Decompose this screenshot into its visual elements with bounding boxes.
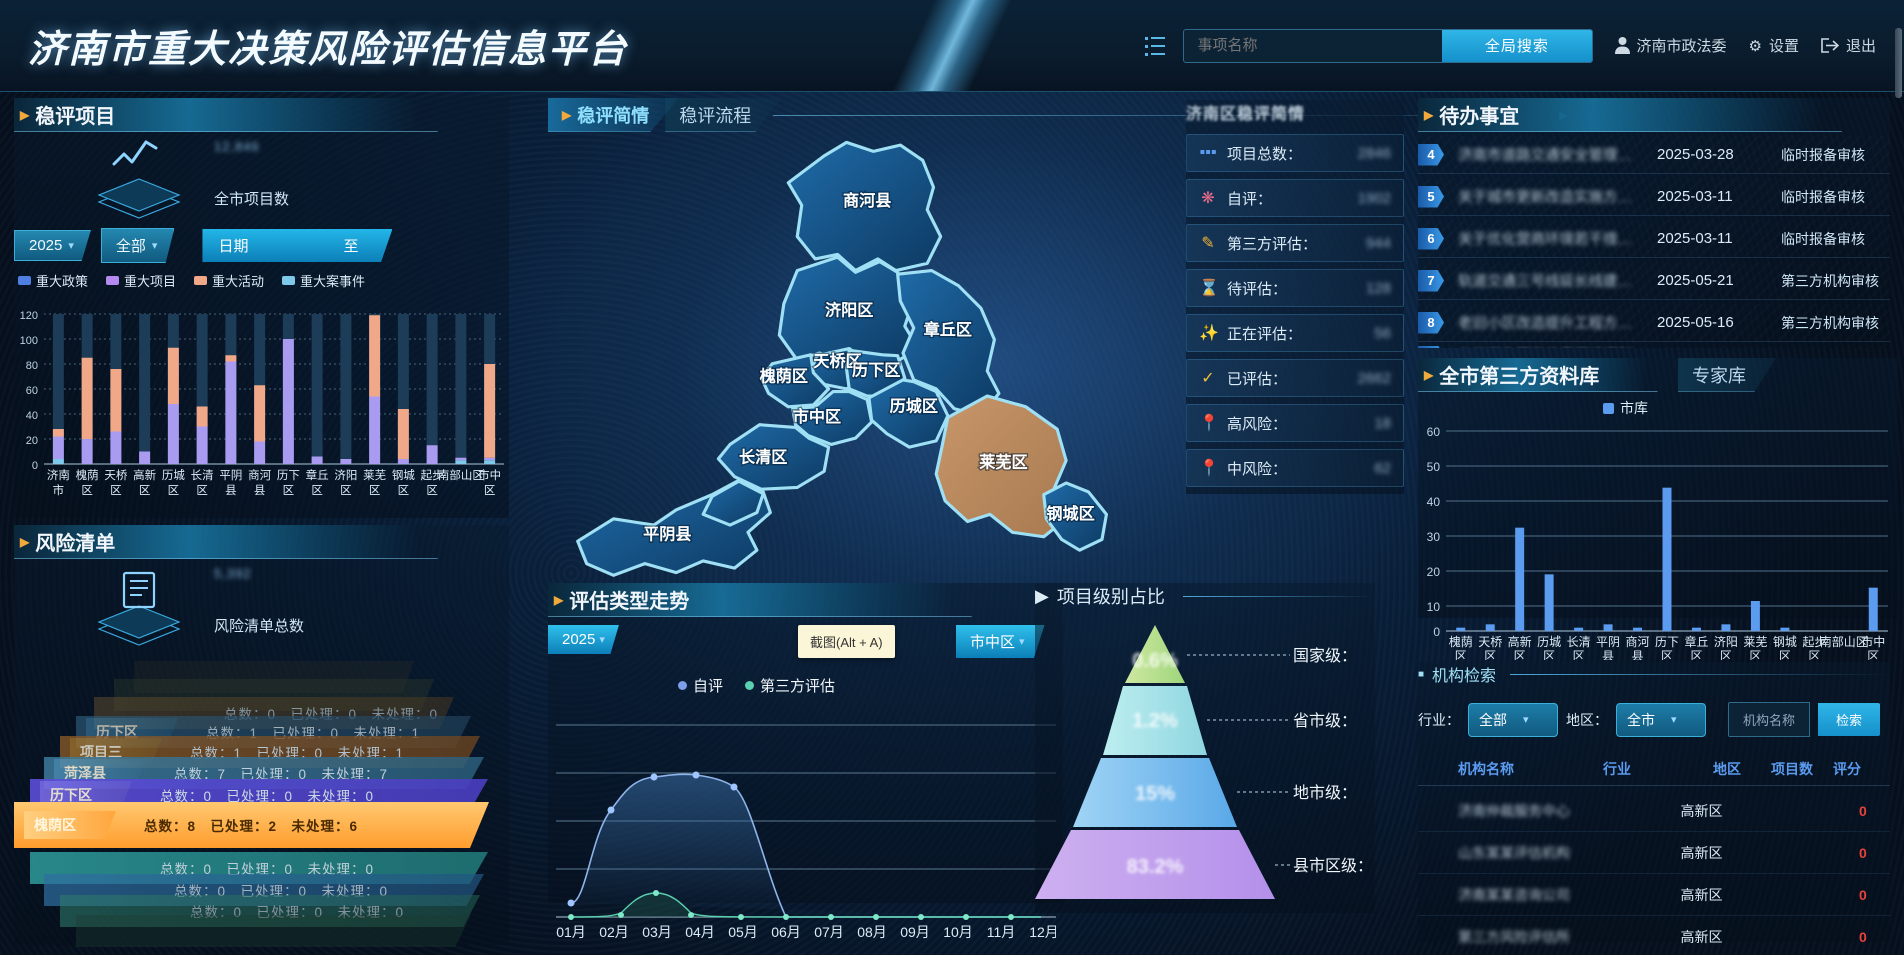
svg-text:章丘区: 章丘区	[306, 468, 329, 497]
svg-text:天桥区: 天桥区	[1478, 635, 1502, 660]
svg-text:120: 120	[20, 310, 38, 322]
svg-text:长清区: 长清区	[191, 469, 214, 497]
svg-text:商河县: 商河县	[248, 468, 271, 497]
svg-text:10: 10	[1427, 600, 1441, 614]
svg-text:04月: 04月	[685, 924, 715, 940]
svg-text:南部山区: 南部山区	[438, 468, 484, 482]
svg-text:商河县: 商河县	[843, 191, 891, 210]
svg-text:天桥区: 天桥区	[104, 469, 127, 497]
svg-text:历下区: 历下区	[277, 469, 300, 497]
svg-text:历城区: 历城区	[162, 469, 185, 497]
svg-text:济阳区: 济阳区	[334, 468, 357, 497]
svg-text:11月: 11月	[987, 924, 1016, 940]
svg-text:09月: 09月	[900, 924, 930, 940]
svg-text:莱芜区: 莱芜区	[363, 468, 386, 497]
svg-text:0: 0	[1433, 625, 1440, 639]
svg-text:0: 0	[32, 460, 38, 472]
svg-text:历城区: 历城区	[890, 397, 938, 415]
svg-text:地市级：: 地市级：	[1293, 784, 1357, 802]
svg-text:01月: 01月	[556, 924, 586, 940]
svg-text:济南市: 济南市	[47, 468, 70, 497]
svg-text:槐荫区: 槐荫区	[76, 468, 99, 497]
svg-text:国家级：: 国家级：	[1293, 647, 1357, 665]
svg-text:章丘区: 章丘区	[1684, 634, 1708, 660]
svg-text:83.2%: 83.2%	[1127, 856, 1184, 878]
svg-text:100: 100	[20, 335, 38, 347]
svg-text:02月: 02月	[599, 924, 629, 940]
svg-text:0.6%: 0.6%	[1132, 650, 1178, 672]
svg-text:历下区: 历下区	[1655, 635, 1679, 660]
svg-text:06月: 06月	[771, 924, 801, 940]
svg-text:平阴县: 平阴县	[1596, 635, 1620, 660]
svg-text:长清区: 长清区	[1567, 635, 1591, 660]
svg-text:05月: 05月	[728, 924, 758, 940]
svg-text:80: 80	[26, 360, 38, 372]
svg-text:07月: 07月	[814, 924, 844, 940]
svg-text:长清区: 长清区	[739, 447, 787, 466]
svg-text:40: 40	[1427, 495, 1441, 509]
svg-text:济阳区: 济阳区	[825, 300, 873, 319]
svg-text:章丘区: 章丘区	[924, 320, 972, 339]
svg-text:历城区: 历城区	[1537, 635, 1561, 660]
svg-text:50: 50	[1427, 460, 1441, 474]
svg-text:槐荫区: 槐荫区	[759, 367, 808, 386]
svg-text:县市区级：: 县市区级：	[1293, 857, 1373, 875]
svg-text:40: 40	[26, 410, 38, 422]
svg-text:08月: 08月	[857, 924, 887, 940]
svg-text:商河县: 商河县	[1626, 634, 1650, 660]
svg-text:钢城区: 钢城区	[392, 469, 415, 497]
svg-text:平阴县: 平阴县	[219, 469, 242, 497]
svg-text:20: 20	[1427, 565, 1441, 579]
svg-text:历下区: 历下区	[852, 361, 900, 379]
svg-text:平阴县: 平阴县	[643, 525, 691, 543]
svg-text:03月: 03月	[642, 924, 672, 940]
svg-text:钢城区: 钢城区	[1046, 504, 1094, 523]
svg-text:钢城区: 钢城区	[1773, 635, 1797, 660]
svg-text:槐荫区: 槐荫区	[1449, 634, 1473, 660]
svg-text:济阳区: 济阳区	[1714, 634, 1738, 660]
svg-text:10月: 10月	[943, 924, 973, 940]
svg-text:莱芜区: 莱芜区	[1743, 635, 1767, 660]
svg-text:省市级：: 省市级：	[1293, 712, 1357, 730]
svg-text:高新区: 高新区	[133, 468, 156, 497]
svg-text:莱芜区: 莱芜区	[979, 453, 1027, 472]
svg-text:20: 20	[26, 435, 38, 447]
svg-text:60: 60	[1427, 425, 1441, 439]
svg-text:60: 60	[26, 385, 38, 397]
svg-text:15%: 15%	[1135, 783, 1175, 805]
svg-text:市中区: 市中区	[1861, 634, 1885, 660]
svg-text:市中区: 市中区	[793, 407, 841, 426]
svg-text:30: 30	[1427, 530, 1441, 544]
svg-text:1.2%: 1.2%	[1132, 710, 1178, 732]
svg-text:市中区: 市中区	[478, 468, 501, 497]
svg-text:高新区: 高新区	[1508, 634, 1532, 660]
